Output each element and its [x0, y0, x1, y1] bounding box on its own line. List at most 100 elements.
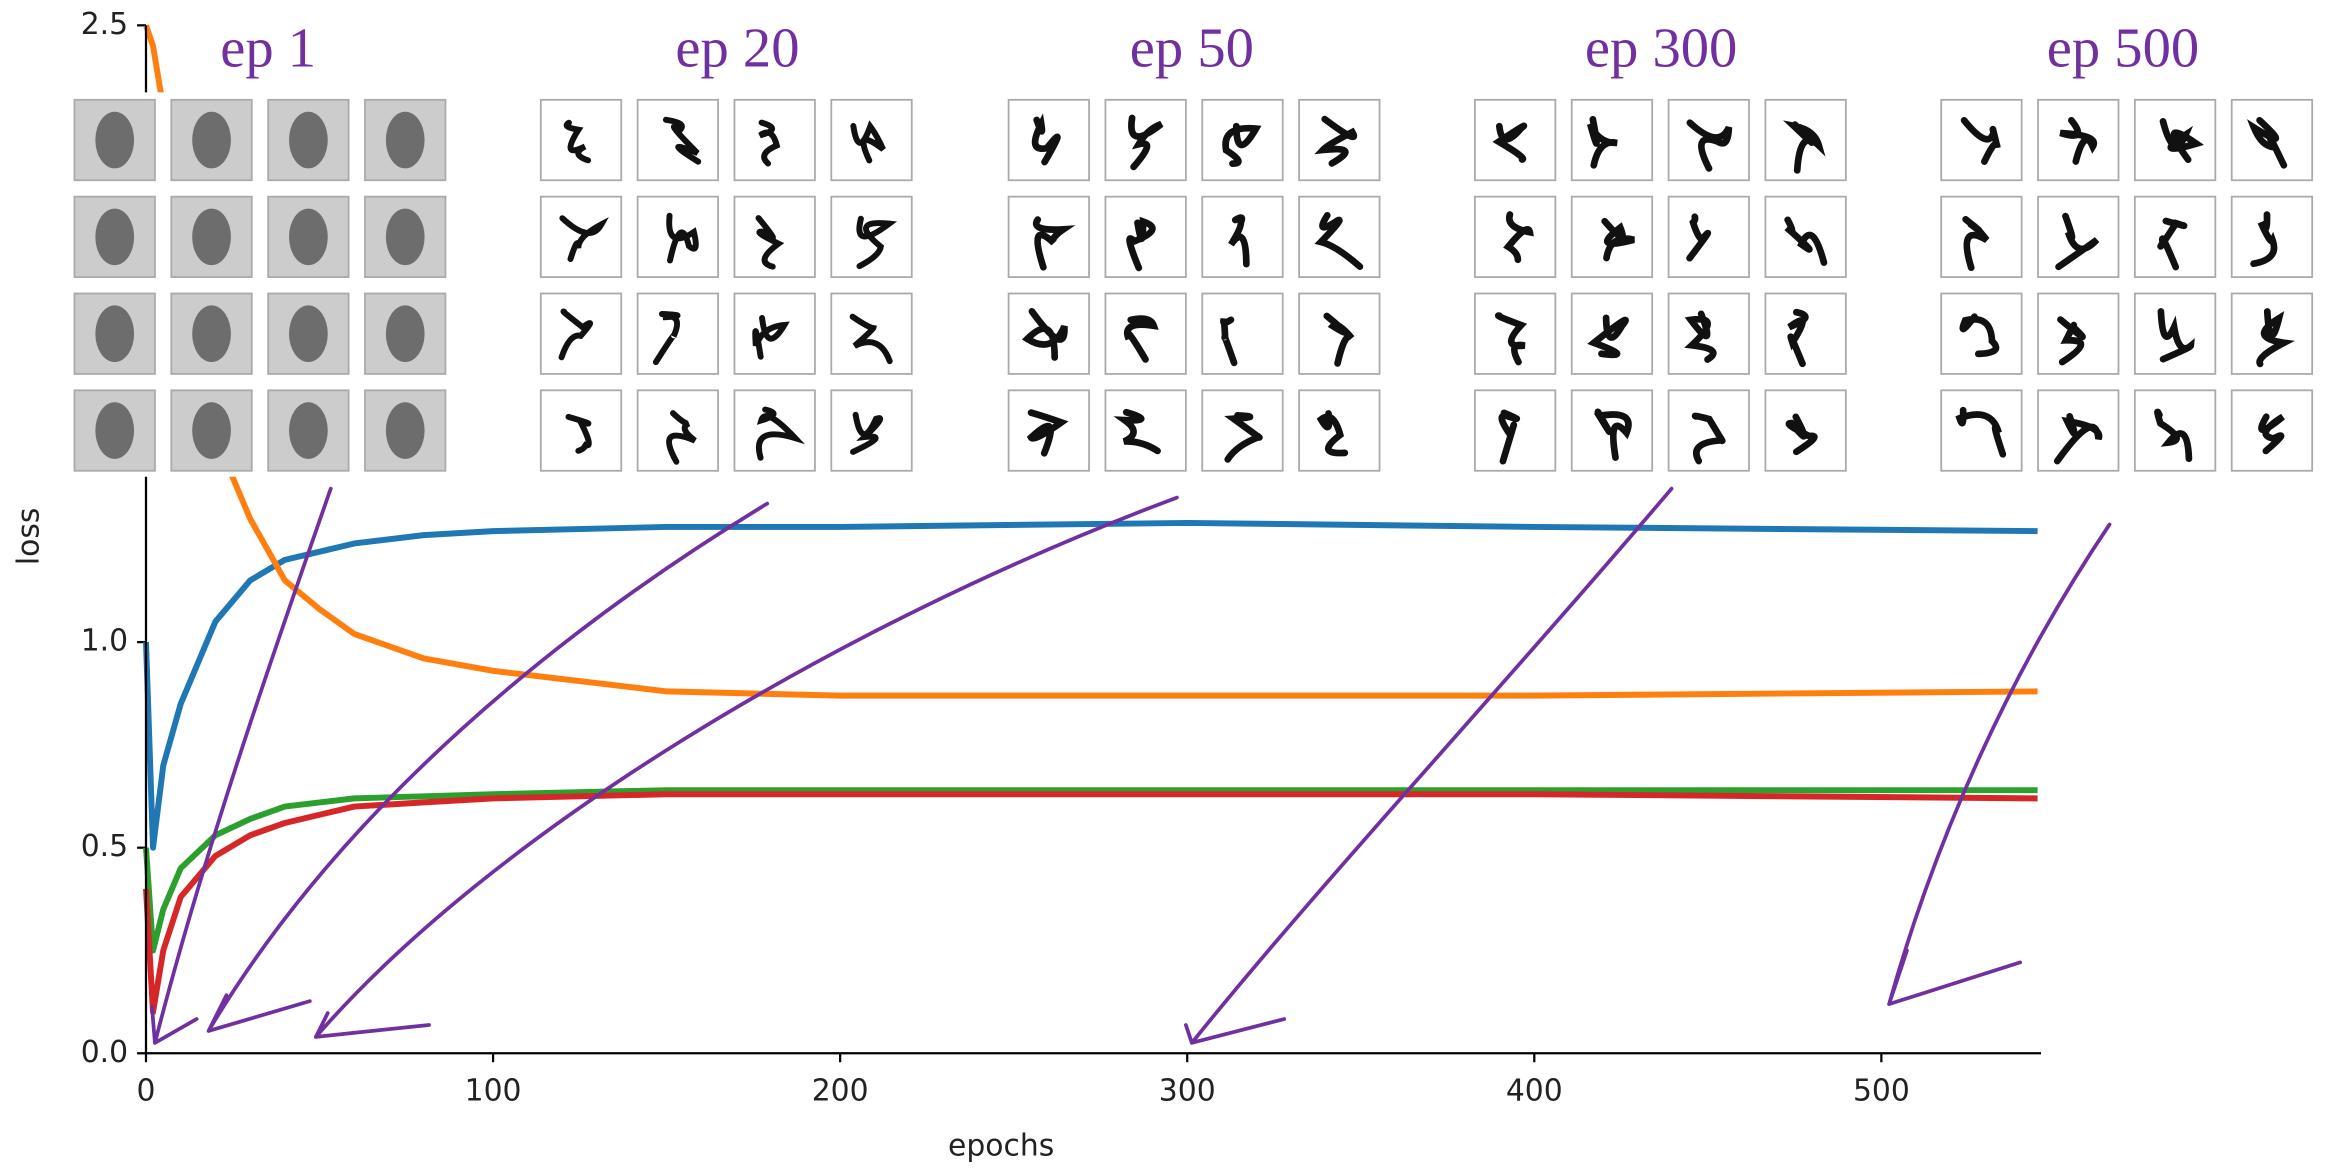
sample-digit: [2157, 217, 2188, 271]
arrows: [150, 486, 2112, 1045]
sample-digit: [666, 212, 699, 264]
sample-digit: [1126, 216, 1156, 272]
sample-image: [1007, 98, 1090, 182]
y-axis-label: loss: [11, 508, 46, 566]
sample-digit: [1601, 217, 1635, 262]
sample-digit: [2246, 116, 2288, 169]
x-tick-label: 0: [137, 1074, 156, 1109]
sample-blob: [192, 111, 231, 169]
sample-image: [2230, 389, 2314, 472]
epoch-annotation: ep 50: [1130, 18, 1254, 80]
sample-digit: [2059, 116, 2098, 165]
annotations: ep 1 ep 20 ep 50 ep 300 ep 500: [220, 18, 2199, 80]
arrow: [150, 486, 333, 1045]
sample-image: [636, 292, 719, 375]
sample-digit: [662, 116, 702, 165]
sample-digit: [2250, 211, 2278, 268]
arrow: [1887, 522, 2112, 1006]
sample-digit: [1784, 216, 1828, 266]
sample-digit: [1492, 122, 1528, 163]
sample-blob: [95, 305, 135, 363]
sample-digit: [2154, 408, 2193, 463]
sample-image: [1940, 389, 2023, 472]
sample-digit: [558, 308, 594, 361]
sample-image: [1104, 98, 1187, 182]
sample-image: [2037, 195, 2120, 278]
sample-image: [539, 98, 623, 182]
sample-digit: [2256, 308, 2295, 368]
sample-image: [733, 389, 816, 472]
sample-digit: [850, 120, 886, 164]
sample-digit: [1503, 211, 1534, 264]
sample-digit: [756, 406, 805, 461]
line-series: [143, 791, 2038, 1016]
sample-digit: [1128, 114, 1164, 171]
arrow: [313, 495, 1179, 1039]
x-tick-label: 500: [1853, 1074, 1910, 1109]
epoch-annotation: ep 20: [675, 18, 799, 80]
sample-digit: [849, 313, 893, 365]
sample-image: [1940, 292, 2023, 375]
sample-digit: [758, 119, 781, 167]
x-tick-label: 400: [1506, 1074, 1563, 1109]
sample-digit: [1686, 119, 1733, 172]
sample-digit: [1224, 411, 1263, 463]
sample-digit: [1228, 214, 1250, 268]
sample-image: [1201, 389, 1284, 472]
sample-digit: [1220, 316, 1238, 367]
sample-digit: [1323, 312, 1355, 367]
sample-digit: [1684, 310, 1717, 363]
sample-digit: [1033, 216, 1076, 271]
sample-digit: [755, 215, 785, 270]
sample-digit: [1955, 406, 2007, 458]
sample-digit: [1316, 410, 1349, 457]
sample-digit: [1021, 308, 1068, 361]
sample-digit: [1026, 409, 1069, 457]
sample-digit: [856, 215, 898, 270]
sample-blob: [289, 111, 328, 169]
arrow: [206, 501, 770, 1033]
y-tick-label: 0.5: [81, 829, 128, 864]
sample-digit: [1785, 413, 1818, 456]
sample-digit: [1691, 412, 1726, 465]
sample-digit: [1960, 116, 2001, 165]
y-tick-label: 1.0: [81, 624, 128, 659]
sample-digit: [1314, 212, 1364, 271]
sample-image: [2037, 98, 2120, 182]
sample-digit: [850, 411, 884, 455]
sample-digit: [1314, 115, 1358, 167]
sample-digit: [752, 314, 790, 360]
epoch-annotation: ep 300: [1585, 18, 1738, 80]
y-tick-label: 2.5: [81, 7, 128, 42]
sample-image: [1104, 389, 1187, 472]
sample-digit: [1959, 313, 2000, 358]
sample-digit: [2159, 118, 2204, 164]
sample-image: [1570, 292, 1654, 375]
x-tick-label: 100: [465, 1074, 522, 1109]
sample-blob: [385, 208, 425, 266]
sample-digit: [2057, 316, 2086, 366]
sample-image: [636, 98, 719, 182]
epoch-annotation: ep 1: [220, 18, 316, 80]
sample-image: [1667, 389, 1750, 472]
sample-blob: [289, 208, 328, 266]
sample-blob: [385, 402, 425, 459]
sample-digit: [1587, 314, 1629, 359]
sample-digit: [1787, 308, 1809, 368]
sample-digit: [2258, 413, 2285, 455]
sample-digit: [1113, 408, 1161, 455]
sample-digit: [1783, 120, 1826, 174]
sample-digit: [666, 410, 697, 465]
sample-image: [1764, 292, 1847, 375]
x-axis-label: epochs: [948, 1129, 1054, 1164]
sample-image: [636, 389, 719, 472]
sample-digit: [1031, 113, 1061, 166]
sample-blob: [289, 305, 328, 363]
sample-digit: [563, 119, 592, 164]
sample-digit: [1962, 216, 1990, 272]
y-tick-label: 0.0: [81, 1035, 128, 1070]
sample-image: [539, 389, 623, 472]
sample-digit: [1686, 213, 1712, 262]
sample-digit: [2157, 308, 2195, 363]
